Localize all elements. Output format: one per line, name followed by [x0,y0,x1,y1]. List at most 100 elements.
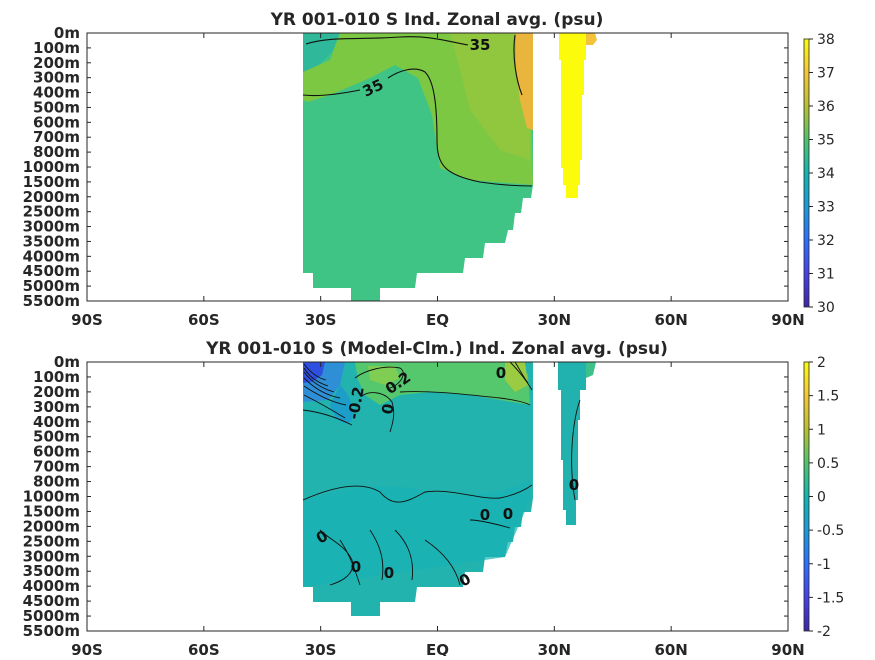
panel2-positive-band [355,362,530,405]
y-tick-label: 100m [33,39,80,57]
panel-salinity: YR 001-010 S Ind. Zonal avg. (psu) 35 35… [23,10,835,329]
y-tick-label: 3500m [23,232,80,250]
panel1-title: YR 001-010 S Ind. Zonal avg. (psu) [270,10,604,30]
colorbar-tick-label: -1 [817,557,831,573]
x-tick-label: EQ [426,641,449,656]
x-tick-label: 90N [771,641,804,656]
colorbar-tick-label: 38 [817,32,835,48]
y-tick-label: 5500m [23,292,80,310]
x-tick-label: 60S [188,311,220,329]
x-tick-label: 90S [71,311,103,329]
y-tick-label: 2500m [23,203,80,221]
panel2-contour-label: 0 [480,506,490,524]
panel1-colorbar: 30 31 32 33 34 35 36 37 38 [803,32,835,316]
x-tick-label: 90N [771,311,804,329]
y-tick-label: 3500m [23,562,80,580]
y-tick-label: 600m [33,443,80,461]
panel2-title: YR 001-010 S (Model-Clm.) Ind. Zonal avg… [205,339,668,359]
panel2-contour-label: -0.2 [344,385,367,420]
x-tick-label: 60N [654,311,687,329]
colorbar-tick-label: 0.5 [817,456,839,472]
colorbar-tick-label: 1 [817,422,826,438]
x-tick-label: 60S [188,641,220,656]
y-tick-label: 700m [33,128,80,146]
y-tick-label: 4000m [23,577,80,595]
y-tick-label: 700m [33,458,80,476]
colorbar-tick-label: 30 [817,300,835,316]
panel2-contour-label: 0 [351,558,361,576]
panel1-x-axis: 90S 60S 30S EQ 30N 60N 90N [71,33,805,329]
panel2-contour-label: 0 [569,476,579,494]
panel2-contour-label: 0 [496,364,506,382]
y-tick-label: 1500m [23,173,80,191]
panel2-colorbar-gradient [803,361,810,632]
panel1-marginal-sea [559,33,586,198]
y-tick-label: 200m [33,54,80,72]
colorbar-tick-label: 32 [817,233,835,249]
y-tick-label: 2000m [23,188,80,206]
colorbar-tick-label: 31 [817,267,835,283]
colorbar-tick-label: -1.5 [817,590,844,606]
panel2-positive-core [368,366,400,385]
x-tick-label: 30N [538,311,571,329]
y-tick-label: 300m [33,69,80,87]
panel1-contour-35-deep [302,68,533,187]
panel2-contour-label: 0 [456,570,474,591]
colorbar-tick-label: 37 [817,66,835,82]
x-tick-label: 30N [538,641,571,656]
y-tick-label: 4500m [23,592,80,610]
x-tick-label: EQ [426,311,449,329]
panel1-contour-35-upper [305,36,469,46]
y-tick-label: 1000m [23,488,80,506]
y-tick-label: 300m [33,398,80,416]
panel2-colorbar: -2 -1.5 -1 -0.5 0 0.5 1 1.5 2 [803,355,844,640]
y-tick-label: 3000m [23,547,80,565]
y-tick-label: 1500m [23,502,80,520]
y-tick-label: 2500m [23,532,80,550]
y-tick-label: 500m [33,98,80,116]
panel2-x-axis: 90S 60S 30S EQ 30N 60N 90N [71,362,805,659]
panel1-colorbar-ticks: 30 31 32 33 34 35 36 37 38 [809,32,835,316]
y-tick-label: 5500m [23,622,80,640]
y-tick-label: 4000m [23,247,80,265]
y-tick-label: 400m [33,413,80,431]
panel2-field: 0.2 0 -0.2 0 0 0 0 0 0 0 0 [302,361,596,616]
panel2-contour-label: 0 [503,505,513,523]
colorbar-tick-label: 1.5 [817,389,839,405]
panel1-y-axis: 0m100m200m300m400m500m600m700m800m1000m1… [23,24,788,310]
colorbar-tick-label: 0 [817,490,826,506]
panel1-colorbar-gradient [803,38,810,308]
panel1-contour-label: 35 [470,36,491,54]
panel2-contours [302,361,581,586]
y-tick-label: 1000m [23,158,80,176]
y-tick-label: 200m [33,383,80,401]
colorbar-tick-label: 2 [817,355,826,371]
colorbar-tick-label: -2 [817,624,831,640]
x-tick-label: 90S [71,641,103,656]
y-tick-label: 0m [54,353,80,371]
panel2-colorbar-ticks: -2 -1.5 -1 -0.5 0 0.5 1 1.5 2 [809,355,844,640]
x-tick-label: 30S [305,311,337,329]
colorbar-tick-label: 33 [817,200,835,216]
panel-anomaly: YR 001-010 S (Model-Clm.) Ind. Zonal avg… [23,339,845,659]
y-tick-label: 5000m [23,277,80,295]
panel1-marginal-sea-top [586,33,597,45]
panel2-positive-core-north [505,362,528,392]
y-tick-label: 600m [33,113,80,131]
colorbar-tick-label: -0.5 [817,523,844,539]
panel2-y-axis: 0m100m200m300m400m500m600m700m800m1000m1… [23,353,788,640]
y-tick-label: 100m [33,368,80,386]
panel1-mid-band [450,33,530,160]
y-tick-label: 0m [54,24,80,42]
panel2-contour-label: 0 [378,402,398,415]
colorbar-tick-label: 35 [817,133,835,149]
y-tick-label: 3000m [23,218,80,236]
y-tick-label: 2000m [23,517,80,535]
panel1-orange-core [516,33,533,130]
y-tick-label: 800m [33,143,80,161]
y-tick-label: 500m [33,428,80,446]
panel1-field: 35 35 [302,33,597,301]
colorbar-tick-label: 34 [817,166,835,182]
panel2-marginal-sea-top [586,362,596,378]
